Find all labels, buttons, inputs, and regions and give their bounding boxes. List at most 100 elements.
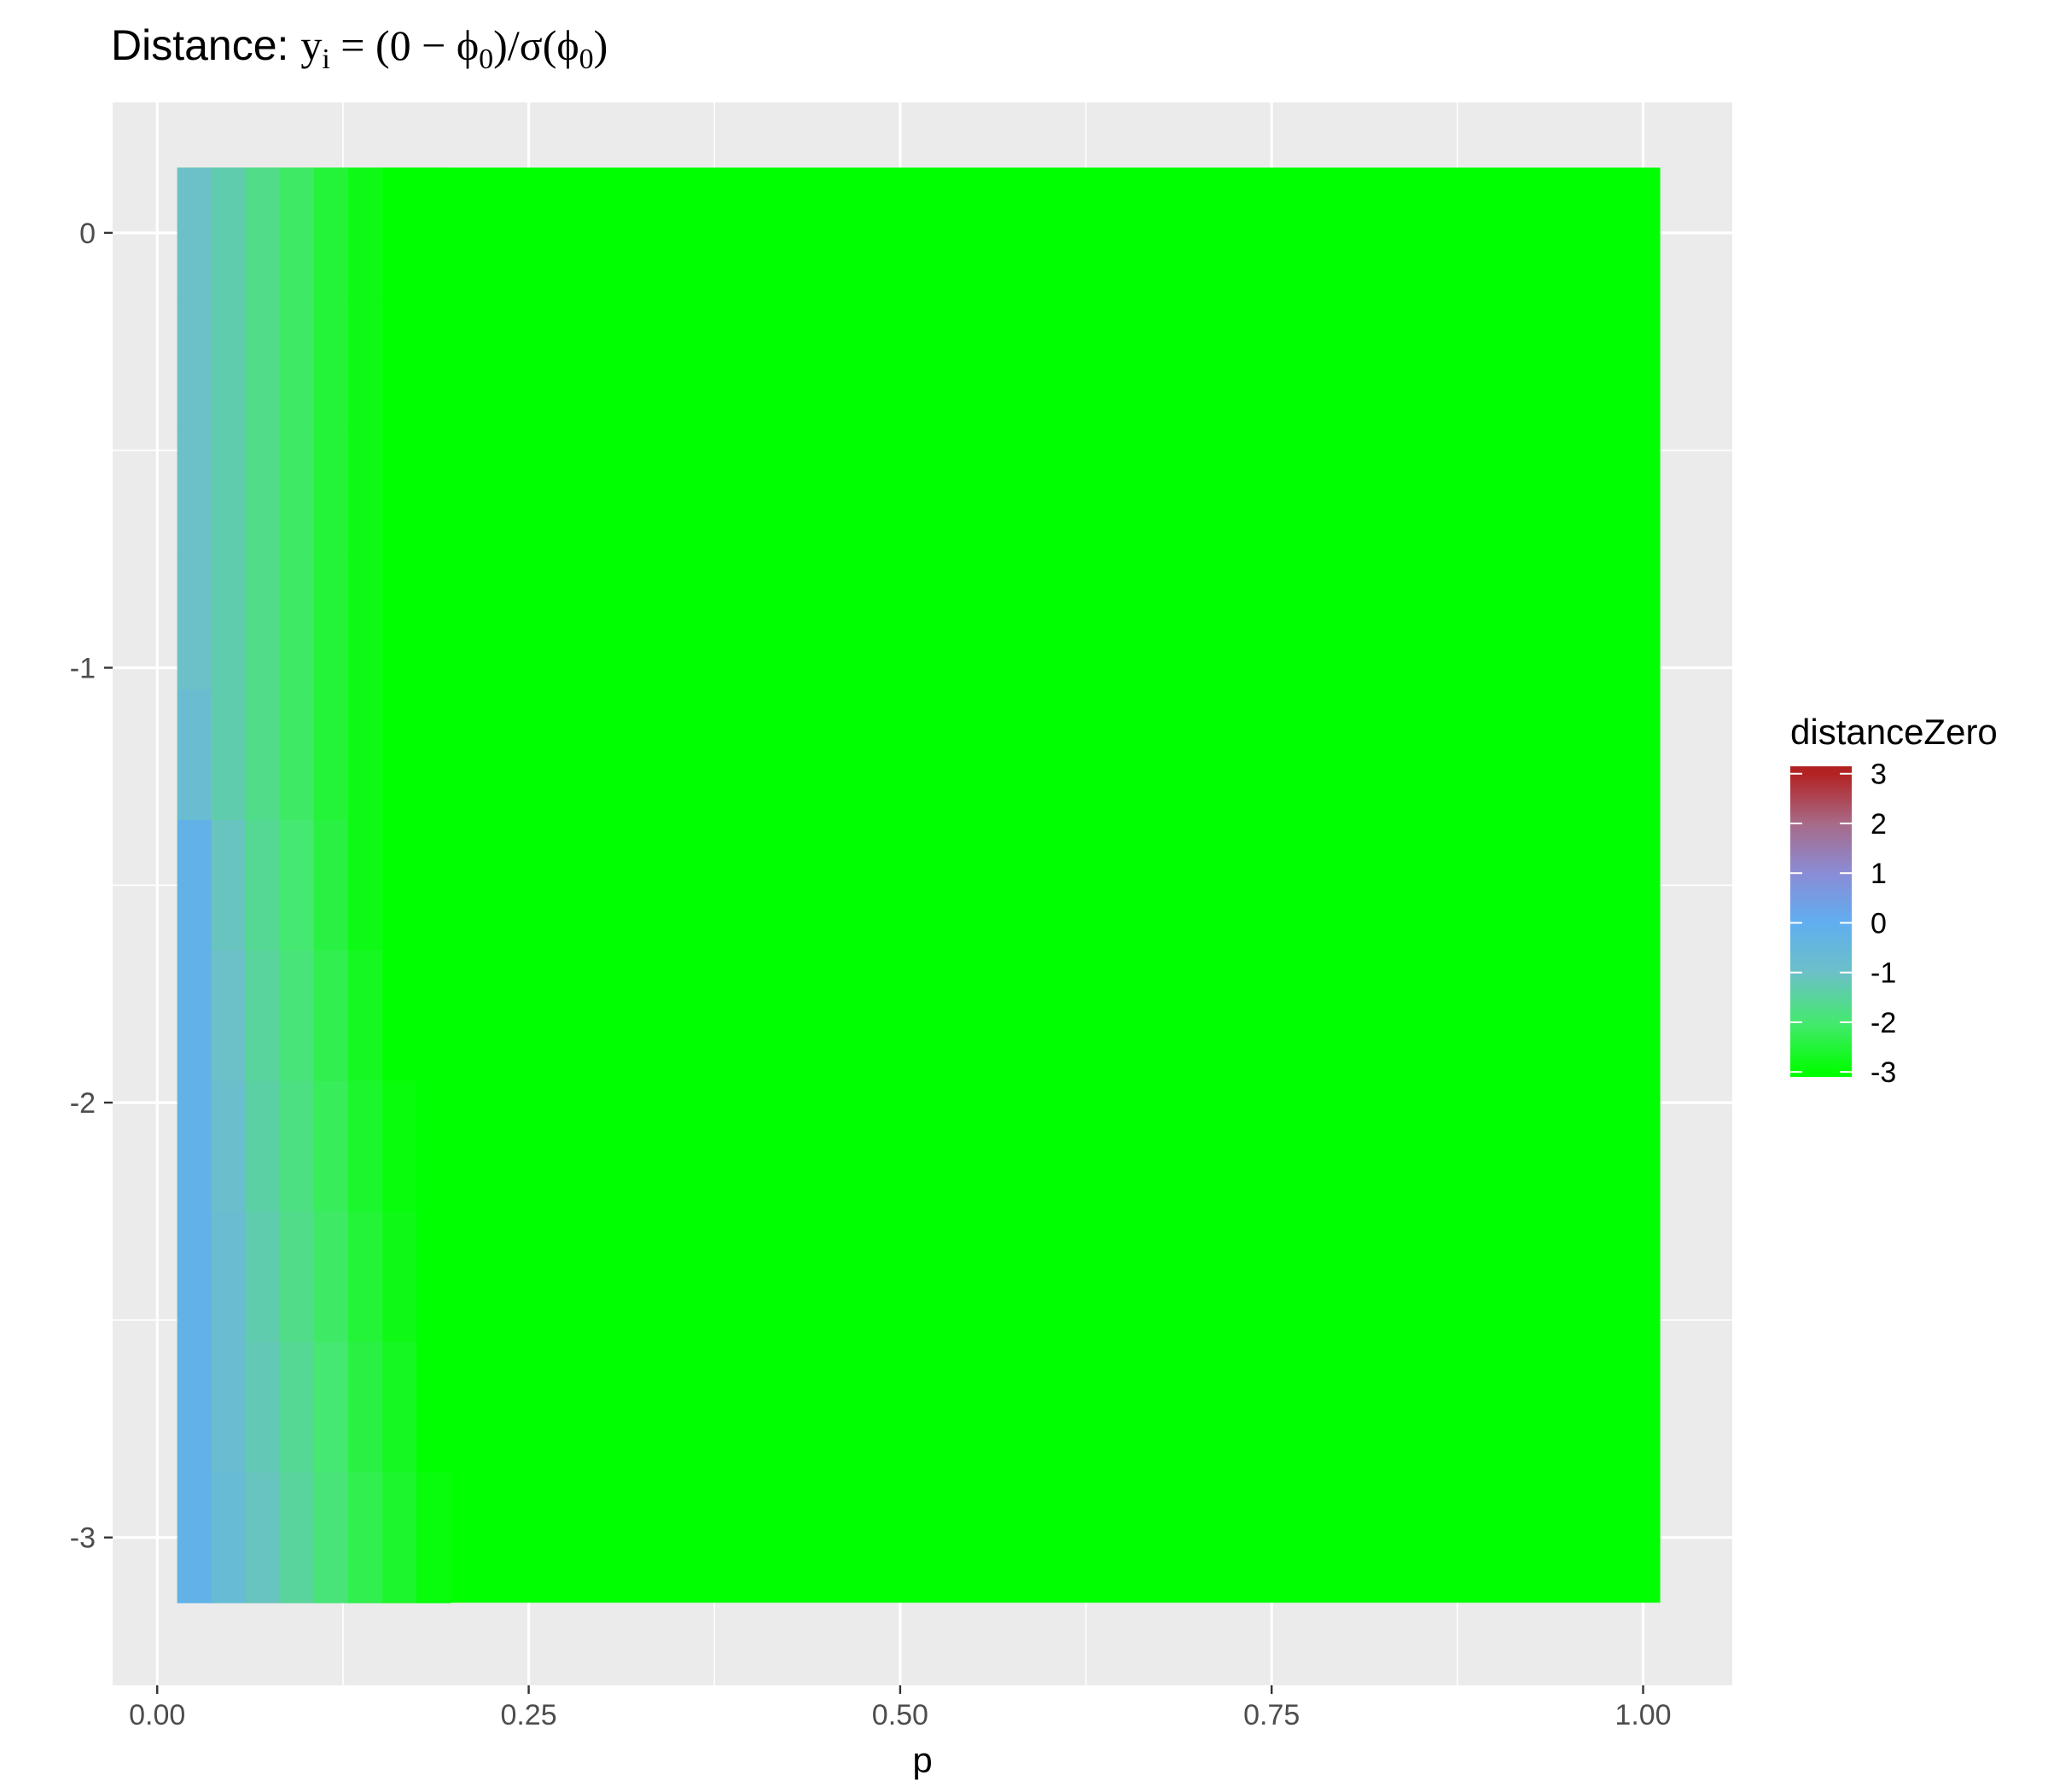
heatmap-tile <box>279 559 315 690</box>
heatmap-tile <box>279 1472 315 1603</box>
legend-tick-label: 0 <box>1871 907 1887 940</box>
heatmap-tile <box>347 1472 383 1603</box>
heatmap-tile <box>245 819 281 951</box>
heatmap-tile <box>416 298 451 429</box>
legend-colorbar <box>1790 766 1852 1077</box>
heatmap-tile <box>177 1341 212 1473</box>
title-math-glyph-10: σ <box>520 21 543 69</box>
title-math-glyph-4: 0 <box>390 21 411 69</box>
heatmap-tile <box>382 1341 417 1473</box>
x-tick-label: 0.00 <box>129 1699 185 1731</box>
heatmap-tile <box>347 1341 383 1473</box>
heatmap-tile <box>279 298 315 429</box>
legend-title: distanceZero <box>1790 712 1998 752</box>
heatmap-tile <box>313 819 349 951</box>
title-math-glyph-7: 0 <box>479 44 493 75</box>
heatmap-tile <box>313 1211 349 1343</box>
heatmap-tile <box>347 950 383 1082</box>
heatmap-tile <box>313 950 349 1082</box>
y-tick-label: -3 <box>70 1522 96 1555</box>
heatmap-tile <box>382 819 417 951</box>
heatmap-tile <box>211 1472 247 1603</box>
heatmap-tile <box>245 1341 281 1473</box>
heatmap-tile <box>245 559 281 690</box>
y-tick-label: -2 <box>70 1087 96 1120</box>
heatmap-tile <box>177 1211 212 1343</box>
heatmap-tile <box>177 689 212 821</box>
title-math-glyph-12: ϕ <box>556 21 579 69</box>
title-math-glyph-1: i <box>322 44 329 75</box>
heatmap-tile <box>313 298 349 429</box>
legend-tick-label: 1 <box>1871 858 1887 890</box>
heatmap-tile <box>245 1211 281 1343</box>
legend-tick-label: 3 <box>1871 759 1887 791</box>
heatmap-tile <box>382 950 417 1082</box>
x-axis-title: p <box>912 1740 932 1780</box>
heatmap-tile <box>211 428 247 560</box>
heatmap-tile <box>382 428 417 560</box>
heatmap-tile <box>245 1472 281 1603</box>
title-math-glyph-11: ( <box>543 21 557 69</box>
heatmap-tile <box>382 559 417 690</box>
heatmap-tile <box>211 689 247 821</box>
chart-title: Distance: yi = (0 − ϕ0)/σ(ϕ0) <box>111 21 608 75</box>
heatmap-tile <box>382 298 417 429</box>
title-math-glyph-5: − <box>411 21 457 69</box>
heatmap-tiles <box>177 167 1661 1603</box>
chart-title-math: yi = (0 − ϕ0)/σ(ϕ0) <box>300 21 608 75</box>
y-tick-label: 0 <box>79 218 96 250</box>
heatmap-tile <box>177 1472 212 1603</box>
heatmap-tile <box>416 1211 451 1343</box>
heatmap-tile <box>416 819 451 951</box>
heatmap-tile <box>382 167 417 299</box>
heatmap-tile <box>416 167 451 299</box>
legend-ticks: 3 2 1 0 -1 -2 -3 <box>1790 759 1896 1089</box>
heatmap-tile <box>279 428 315 560</box>
heatmap-tile <box>347 1080 383 1213</box>
legend-tick-label: -1 <box>1871 957 1896 990</box>
heatmap-tile <box>177 298 212 429</box>
legend-tick-label: -2 <box>1871 1007 1896 1039</box>
heatmap-tile <box>177 950 212 1082</box>
legend-tick-label: -3 <box>1871 1056 1896 1089</box>
x-tick-label: 0.25 <box>500 1699 556 1731</box>
heatmap-tile <box>245 689 281 821</box>
y-tick-label: -1 <box>70 653 96 685</box>
heatmap-tile <box>416 689 451 821</box>
heatmap-tile <box>245 298 281 429</box>
heatmap-tile <box>347 819 383 951</box>
heatmap-tile <box>279 1080 315 1213</box>
heatmap-tile <box>245 167 281 299</box>
heatmap-tile <box>347 559 383 690</box>
heatmap-tile <box>211 1211 247 1343</box>
heatmap-tile <box>279 1211 315 1343</box>
heatmap-tile <box>347 298 383 429</box>
heatmap-tile <box>347 1211 383 1343</box>
heatmap-tile <box>177 559 212 690</box>
title-math-glyph-9: / <box>508 21 520 69</box>
heatmap-tile <box>382 1080 417 1213</box>
y-axis: 0 -1 -2 -3 <box>70 218 113 1555</box>
heatmap-tile <box>211 559 247 690</box>
heatmap-tile <box>313 167 349 299</box>
heatmap-tile <box>416 1472 451 1603</box>
title-math-glyph-14: ) <box>594 21 608 69</box>
heatmap-tile <box>279 950 315 1082</box>
heatmap-tile <box>211 298 247 429</box>
x-tick-label: 1.00 <box>1615 1699 1671 1731</box>
heatmap-tile <box>382 1472 417 1603</box>
x-tick-label: 0.75 <box>1243 1699 1300 1731</box>
heatmap-tile <box>313 1341 349 1473</box>
x-tick-label: 0.50 <box>872 1699 928 1731</box>
heatmap-tile <box>313 559 349 690</box>
heatmap-tile <box>177 1080 212 1213</box>
title-math-glyph-6: ϕ <box>457 21 479 69</box>
heatmap-tile <box>382 1211 417 1343</box>
heatmap-tile <box>347 428 383 560</box>
legend-tick-label: 2 <box>1871 808 1887 841</box>
heatmap-tile <box>347 689 383 821</box>
title-math-glyph-2: = <box>330 21 375 69</box>
heatmap-tile <box>313 689 349 821</box>
title-math-glyph-13: 0 <box>579 44 594 75</box>
heatmap-tile <box>279 819 315 951</box>
